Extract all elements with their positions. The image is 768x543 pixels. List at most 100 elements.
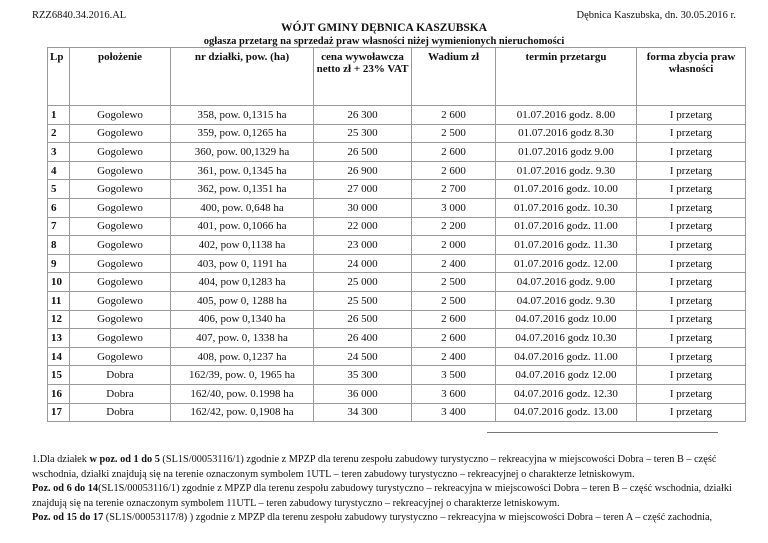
table-row: 4 Gogolewo 361, pow. 0,1345 ha 26 900 2 600 0… <box>47 160 746 181</box>
footnote-text: (SL1S/00053116/1) zgodnie z MPZP dla ter… <box>32 454 717 480</box>
cell-sale-form: I przetarg <box>636 346 746 367</box>
header-deposit: Wadium zł <box>411 47 496 106</box>
table-row: 15 Dobra 162/39, pow. 0, 1965 ha 35 300 3 50… <box>47 365 746 385</box>
cell-lp: 4 <box>47 160 70 181</box>
cell-location: Gogolewo <box>69 105 171 125</box>
table-row: 13 Gogolewo 407, pow. 0, 1338 ha 26 400 2 60… <box>47 328 746 348</box>
cell-sale-form: I przetarg <box>636 105 746 125</box>
cell-price: 22 000 <box>313 216 412 237</box>
footnote-prefix: 1.Dla działek <box>32 454 90 465</box>
cell-plot: 401, pow. 0,1066 ha <box>170 216 314 237</box>
cell-deposit: 2 500 <box>411 290 496 311</box>
header-location: położenie <box>69 47 171 106</box>
cell-location: Gogolewo <box>69 216 171 237</box>
cell-sale-form: I przetarg <box>636 160 746 181</box>
cell-location: Gogolewo <box>69 328 171 348</box>
table-row: 8 Gogolewo 402, pow 0,1138 ha 23 000 2 000 01… <box>47 235 746 255</box>
footnotes: 1.Dla działek w poz. od 1 do 5 (SL1S/000… <box>32 453 742 526</box>
footnote-bold: w poz. od 1 do 5 <box>89 454 160 465</box>
cell-plot: 358, pow. 0,1315 ha <box>170 105 314 125</box>
cell-auction-date: 01.07.2016 godz. 10.00 <box>495 179 637 199</box>
table-row: 14 Gogolewo 408, pow. 0,1237 ha 24 500 2 400… <box>47 346 746 367</box>
document-reference: RZZ6840.34.2016.AL <box>32 10 127 21</box>
cell-sale-form: I przetarg <box>636 328 746 348</box>
cell-price: 35 300 <box>313 365 412 385</box>
cell-plot: 360, pow. 00,1329 ha <box>170 142 314 162</box>
cell-auction-date: 04.07.2016 godz. 9.30 <box>495 290 637 311</box>
cell-sale-form: I przetarg <box>636 179 746 199</box>
cell-auction-date: 04.07.2016 godz. 12.30 <box>495 383 637 404</box>
cell-auction-date: 04.07.2016 godz 10.00 <box>495 309 637 330</box>
table-header-row: Lp położenie nr działki, pow. (ha) cena … <box>47 47 746 106</box>
table-row: 9 Gogolewo 403, pow 0, 1191 ha 24 000 2 400 0… <box>47 253 746 274</box>
cell-price: 26 300 <box>313 105 412 125</box>
footnote: Poz. od 15 do 17 (SL1S/00053117/8) ) zgo… <box>32 511 742 526</box>
footnote-bold: Poz. od 6 do 14 <box>32 483 99 494</box>
cell-sale-form: I przetarg <box>636 123 746 144</box>
cell-plot: 402, pow 0,1138 ha <box>170 235 314 255</box>
cell-price: 23 000 <box>313 235 412 255</box>
table-row: 1 Gogolewo 358, pow. 0,1315 ha 26 300 2 600 0… <box>47 105 746 125</box>
cell-deposit: 2 200 <box>411 216 496 237</box>
cell-sale-form: I przetarg <box>636 253 746 274</box>
cell-sale-form: I przetarg <box>636 216 746 237</box>
cell-deposit: 3 000 <box>411 197 496 218</box>
footnote: 1.Dla działek w poz. od 1 do 5 (SL1S/000… <box>32 453 742 482</box>
cell-sale-form: I przetarg <box>636 235 746 255</box>
cell-location: Gogolewo <box>69 235 171 255</box>
cell-plot: 162/40, pow. 0.1998 ha <box>170 383 314 404</box>
cell-deposit: 2 700 <box>411 179 496 199</box>
cell-lp: 16 <box>47 383 70 404</box>
cell-lp: 1 <box>47 105 70 125</box>
cell-plot: 162/42, pow. 0,1908 ha <box>170 402 314 423</box>
cell-plot: 162/39, pow. 0, 1965 ha <box>170 365 314 385</box>
cell-price: 25 500 <box>313 290 412 311</box>
cell-price: 24 000 <box>313 253 412 274</box>
cell-deposit: 2 500 <box>411 123 496 144</box>
cell-deposit: 2 000 <box>411 235 496 255</box>
cell-sale-form: I przetarg <box>636 290 746 311</box>
table-row: 12 Gogolewo 406, pow 0,1340 ha 26 500 2 600 0… <box>47 309 746 330</box>
table-row: 3 Gogolewo 360, pow. 00,1329 ha 26 500 2 600… <box>47 142 746 162</box>
document-title: WÓJT GMINY DĘBNICA KASZUBSKA <box>280 22 488 34</box>
cell-location: Gogolewo <box>69 309 171 330</box>
cell-lp: 12 <box>47 309 70 330</box>
place-and-date: Dębnica Kaszubska, dn. 30.05.2016 r. <box>576 10 736 21</box>
cell-plot: 403, pow 0, 1191 ha <box>170 253 314 274</box>
cell-price: 25 000 <box>313 272 412 292</box>
cell-location: Dobra <box>69 365 171 385</box>
cell-price: 26 500 <box>313 309 412 330</box>
cell-price: 30 000 <box>313 197 412 218</box>
cell-deposit: 2 400 <box>411 346 496 367</box>
cell-auction-date: 04.07.2016 godz 10.30 <box>495 328 637 348</box>
cell-auction-date: 01.07.2016 godz 8.30 <box>495 123 637 144</box>
cell-plot: 408, pow. 0,1237 ha <box>170 346 314 367</box>
header-auction-date: termin przetargu <box>495 47 637 106</box>
cell-auction-date: 01.07.2016 godz. 11.30 <box>495 235 637 255</box>
cell-sale-form: I przetarg <box>636 272 746 292</box>
cell-plot: 359, pow. 0,1265 ha <box>170 123 314 144</box>
cell-plot: 362, pow. 0,1351 ha <box>170 179 314 199</box>
cell-location: Gogolewo <box>69 346 171 367</box>
cell-sale-form: I przetarg <box>636 142 746 162</box>
cell-price: 26 500 <box>313 142 412 162</box>
cell-price: 24 500 <box>313 346 412 367</box>
cell-auction-date: 01.07.2016 godz. 8.00 <box>495 105 637 125</box>
footnote-text: (SL1S/00053116/1) zgodnie z MPZP dla ter… <box>32 483 732 509</box>
cell-sale-form: I przetarg <box>636 309 746 330</box>
cell-auction-date: 04.07.2016 godz 12.00 <box>495 365 637 385</box>
cell-lp: 8 <box>47 235 70 255</box>
header-sale-form: forma zbycia praw własności <box>636 47 746 106</box>
cell-lp: 2 <box>47 123 70 144</box>
cell-price: 26 900 <box>313 160 412 181</box>
cell-location: Gogolewo <box>69 160 171 181</box>
cell-lp: 14 <box>47 346 70 367</box>
table-row: 7 Gogolewo 401, pow. 0,1066 ha 22 000 2 200 0… <box>47 216 746 237</box>
properties-table: Lp położenie nr działki, pow. (ha) cena … <box>47 47 746 423</box>
cell-plot: 400, pow. 0,648 ha <box>170 197 314 218</box>
header-lp: Lp <box>47 47 70 106</box>
cell-lp: 9 <box>47 253 70 274</box>
cell-deposit: 3 600 <box>411 383 496 404</box>
cell-auction-date: 01.07.2016 godz. 9.30 <box>495 160 637 181</box>
cell-auction-date: 01.07.2016 godz 9.00 <box>495 142 637 162</box>
